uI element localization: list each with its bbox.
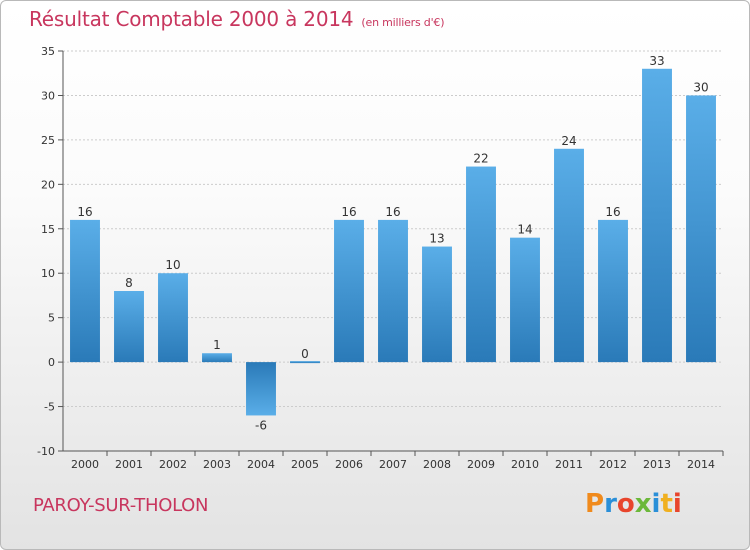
- y-tick-label: -10: [37, 445, 55, 458]
- bar-2012: [598, 219, 628, 363]
- y-tick-label: 20: [41, 178, 55, 191]
- data-label-2012: 16: [605, 205, 620, 219]
- chart-title-text: Résultat Comptable 2000 à 2014: [29, 7, 354, 31]
- x-tick-label-2001: 2001: [115, 458, 143, 471]
- x-tick-label-2000: 2000: [71, 458, 99, 471]
- brand-logo: Proxiti: [585, 489, 682, 519]
- brand-letter: P: [585, 489, 605, 519]
- bar-2009: [466, 166, 496, 363]
- labels: -10 -5 0 5 10 15 20 25 30 35 16 2000 8 2001 10 2002 1 200…: [37, 45, 715, 471]
- data-label-2014: 30: [693, 80, 708, 94]
- data-label-2011: 24: [561, 134, 576, 148]
- y-tick-label: 0: [48, 356, 55, 369]
- data-label-2005: 0: [301, 347, 309, 361]
- x-tick-label-2012: 2012: [599, 458, 627, 471]
- x-tick-label-2014: 2014: [687, 458, 715, 471]
- data-label-2009: 22: [473, 152, 488, 166]
- bar-2011: [554, 148, 584, 363]
- bar-2014: [686, 95, 716, 363]
- x-tick-label-2013: 2013: [643, 458, 671, 471]
- data-label-2004: -6: [255, 418, 267, 432]
- bar-2013: [642, 68, 672, 363]
- data-label-2006: 16: [341, 205, 356, 219]
- y-tick-label: 35: [41, 45, 55, 58]
- y-tick-label: 25: [41, 134, 55, 147]
- data-label-2008: 13: [429, 232, 444, 246]
- x-tick-label-2011: 2011: [555, 458, 583, 471]
- y-tick-label: 10: [41, 267, 55, 280]
- bar-2000: [70, 219, 100, 363]
- data-label-2003: 1: [213, 338, 221, 352]
- brand-letter: t: [660, 489, 673, 519]
- brand-letter: i: [672, 489, 682, 519]
- y-tick-label: 5: [48, 312, 55, 325]
- chart-title: Résultat Comptable 2000 à 2014 (en millie…: [29, 7, 445, 31]
- data-label-2002: 10: [165, 258, 180, 272]
- data-label-2001: 8: [125, 276, 133, 290]
- bar-2001: [114, 291, 144, 363]
- brand-letter: o: [616, 489, 635, 519]
- y-tick-label: 15: [41, 223, 55, 236]
- bar-2005: [290, 361, 320, 364]
- data-label-2013: 33: [649, 54, 664, 68]
- x-tick-label-2004: 2004: [247, 458, 275, 471]
- x-tick-label-2003: 2003: [203, 458, 231, 471]
- bar-2003: [202, 353, 232, 363]
- chart-subtitle: (en milliers d'€): [361, 16, 445, 29]
- brand-letter: r: [604, 489, 617, 519]
- brand-letter: x: [634, 489, 652, 519]
- commune-name: PAROY-SUR-THOLON: [33, 495, 209, 516]
- data-label-2007: 16: [385, 205, 400, 219]
- bar-2006: [334, 219, 364, 363]
- bar-2004: [246, 362, 276, 416]
- x-tick-label-2007: 2007: [379, 458, 407, 471]
- y-tick-label: -5: [44, 401, 55, 414]
- bar-2010: [510, 237, 540, 363]
- bar-2002: [158, 273, 188, 363]
- axes: [58, 50, 724, 456]
- bar-2007: [378, 219, 408, 363]
- x-tick-label-2005: 2005: [291, 458, 319, 471]
- x-tick-label-2006: 2006: [335, 458, 363, 471]
- data-label-2000: 16: [77, 205, 92, 219]
- bars: [70, 68, 716, 416]
- bar-2008: [422, 246, 452, 363]
- y-tick-label: 30: [41, 89, 55, 102]
- data-label-2010: 14: [517, 223, 532, 237]
- brand-letter: i: [651, 489, 661, 519]
- x-tick-label-2009: 2009: [467, 458, 495, 471]
- x-tick-label-2008: 2008: [423, 458, 451, 471]
- x-tick-label-2002: 2002: [159, 458, 187, 471]
- x-tick-label-2010: 2010: [511, 458, 539, 471]
